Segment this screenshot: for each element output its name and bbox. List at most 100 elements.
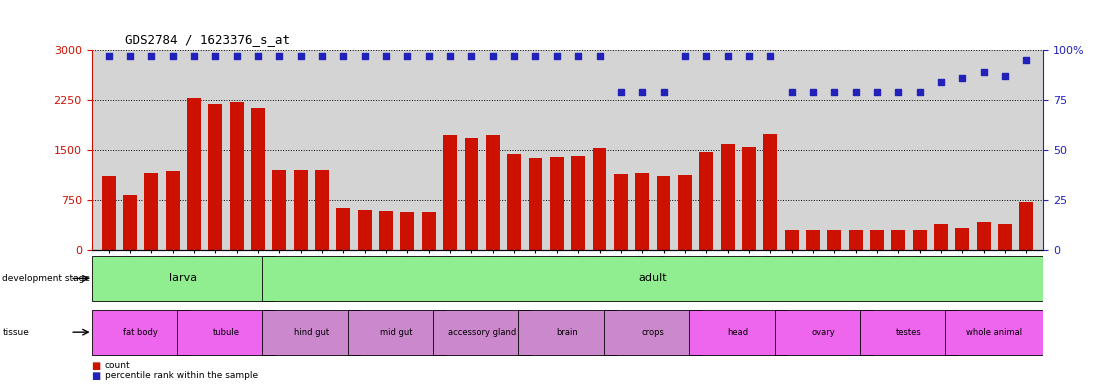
Point: [462, 53, 480, 59]
Point: [612, 89, 629, 95]
Text: percentile rank within the sample: percentile rank within the sample: [105, 371, 258, 380]
Point: [185, 53, 203, 59]
Point: [889, 89, 907, 95]
Bar: [92, 256, 275, 301]
Bar: [294, 170, 308, 250]
Point: [99, 53, 117, 59]
Text: testes: testes: [896, 328, 922, 337]
Bar: [945, 310, 1043, 355]
Point: [506, 53, 523, 59]
Bar: [433, 310, 531, 355]
Point: [270, 53, 288, 59]
Bar: [913, 230, 926, 250]
Text: whole animal: whole animal: [966, 328, 1022, 337]
Bar: [806, 230, 820, 250]
Text: ovary: ovary: [811, 328, 836, 337]
Text: ■: ■: [92, 361, 100, 371]
Text: brain: brain: [557, 328, 578, 337]
Bar: [848, 230, 863, 250]
Point: [868, 89, 886, 95]
Bar: [976, 222, 991, 250]
Point: [143, 53, 161, 59]
Point: [719, 53, 737, 59]
Text: head: head: [728, 328, 749, 337]
Point: [740, 53, 758, 59]
Point: [911, 89, 929, 95]
Bar: [763, 134, 777, 250]
Bar: [892, 230, 905, 250]
Point: [847, 89, 865, 95]
Bar: [177, 310, 275, 355]
Point: [953, 75, 971, 81]
Point: [377, 53, 395, 59]
Text: GDS2784 / 1623376_s_at: GDS2784 / 1623376_s_at: [125, 33, 290, 46]
Bar: [519, 310, 616, 355]
Text: adult: adult: [638, 273, 667, 283]
Bar: [485, 135, 500, 250]
Bar: [677, 175, 692, 250]
Point: [932, 79, 950, 85]
Bar: [464, 138, 479, 250]
Bar: [593, 148, 606, 250]
Bar: [656, 176, 671, 250]
Bar: [550, 157, 564, 250]
Bar: [336, 208, 350, 250]
Text: accessory gland: accessory gland: [448, 328, 517, 337]
Bar: [614, 174, 628, 250]
Text: count: count: [105, 361, 131, 370]
Point: [420, 53, 437, 59]
Bar: [230, 102, 243, 250]
Bar: [272, 170, 287, 250]
Point: [676, 53, 694, 59]
Text: development stage: development stage: [2, 274, 90, 283]
Text: larva: larva: [170, 273, 198, 283]
Point: [698, 53, 715, 59]
Point: [804, 89, 821, 95]
Bar: [92, 310, 190, 355]
Bar: [1019, 202, 1033, 250]
Point: [398, 53, 416, 59]
Point: [164, 53, 182, 59]
Bar: [934, 223, 947, 250]
Bar: [209, 104, 222, 250]
Bar: [700, 152, 713, 250]
Point: [291, 53, 309, 59]
Point: [633, 89, 651, 95]
Bar: [165, 171, 180, 250]
Bar: [262, 310, 360, 355]
Bar: [998, 224, 1012, 250]
Point: [997, 73, 1014, 79]
Bar: [401, 212, 414, 250]
Bar: [870, 230, 884, 250]
Bar: [358, 210, 372, 250]
Point: [249, 53, 267, 59]
Point: [484, 53, 502, 59]
Bar: [721, 144, 734, 250]
Bar: [379, 211, 393, 250]
Point: [761, 53, 779, 59]
Bar: [315, 170, 329, 250]
Point: [655, 89, 673, 95]
Point: [1018, 57, 1036, 63]
Point: [826, 89, 844, 95]
Bar: [422, 212, 435, 250]
Bar: [529, 158, 542, 250]
Bar: [262, 256, 1043, 301]
Text: hind gut: hind gut: [294, 328, 329, 337]
Bar: [742, 147, 756, 250]
Bar: [785, 230, 799, 250]
Bar: [860, 310, 958, 355]
Point: [314, 53, 331, 59]
Point: [228, 53, 246, 59]
Bar: [443, 135, 458, 250]
Point: [356, 53, 374, 59]
Point: [590, 53, 608, 59]
Bar: [251, 109, 264, 250]
Text: ■: ■: [92, 371, 100, 381]
Point: [335, 53, 353, 59]
Bar: [102, 176, 116, 250]
Bar: [827, 230, 841, 250]
Bar: [635, 173, 650, 250]
Bar: [604, 310, 702, 355]
Bar: [571, 156, 585, 250]
